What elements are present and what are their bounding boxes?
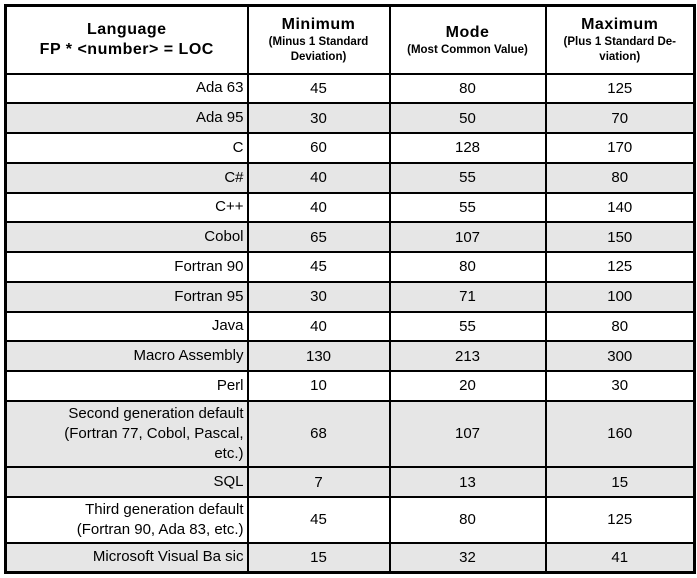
language-cell: Java: [4, 310, 249, 343]
mode-cell: 107: [388, 399, 547, 469]
language-header-title: Language: [86, 20, 167, 38]
maximum-cell: 15: [544, 466, 696, 498]
table-row: Cobol 65 107 150: [4, 221, 696, 253]
maximum-cell: 170: [544, 132, 696, 164]
maximum-cell: 30: [544, 370, 696, 402]
language-cell: Perl: [4, 370, 249, 402]
table-row: Ada 63 45 80 125: [4, 72, 696, 105]
maximum-cell: 41: [544, 541, 696, 574]
table-row: C# 40 55 80: [4, 161, 696, 194]
table-row: SQL 7 13 15: [4, 466, 696, 498]
maximum-cell: 140: [544, 191, 696, 224]
table-row: Third generation default (Fortran 90, Ad…: [4, 495, 696, 544]
table-row: Microsoft Visual Ba sic 15 32 41: [4, 541, 696, 574]
maximum-cell: 80: [544, 161, 696, 194]
table-row: Fortran 95 30 71 100: [4, 280, 696, 313]
table-row: C 60 128 170: [4, 132, 696, 164]
mode-cell: 80: [388, 495, 547, 544]
language-cell: Second generation default (Fortran 77, C…: [4, 399, 249, 469]
mode-column-header: Mode (Most Common Value): [388, 4, 547, 75]
mode-cell: 50: [388, 102, 547, 134]
table-row: Macro Assembly 130 213 300: [4, 340, 696, 372]
mode-header-title: Mode: [445, 23, 490, 41]
mode-cell: 80: [388, 251, 547, 283]
minimum-cell: 45: [246, 495, 391, 544]
language-cell: Fortran 90: [4, 251, 249, 283]
minimum-header-subtitle: (Minus 1 Standard Deviation): [268, 36, 369, 63]
language-cell: Macro Assembly: [4, 340, 249, 372]
language-cell: C: [4, 132, 249, 164]
maximum-cell: 80: [544, 310, 696, 343]
table-row: Java 40 55 80: [4, 310, 696, 343]
language-header-formula: FP * <number> = LOC: [39, 40, 214, 58]
mode-cell: 55: [388, 310, 547, 343]
language-cell: C#: [4, 161, 249, 194]
maximum-cell: 100: [544, 280, 696, 313]
mode-cell: 13: [388, 466, 547, 498]
minimum-cell: 10: [246, 370, 391, 402]
table-row: Fortran 90 45 80 125: [4, 251, 696, 283]
language-cell: Third generation default (Fortran 90, Ad…: [4, 495, 249, 544]
language-cell: Microsoft Visual Ba sic: [4, 541, 249, 574]
mode-cell: 20: [388, 370, 547, 402]
maximum-cell: 125: [544, 495, 696, 544]
minimum-cell: 68: [246, 399, 391, 469]
minimum-cell: 45: [246, 251, 391, 283]
minimum-cell: 15: [246, 541, 391, 574]
mode-cell: 55: [388, 161, 547, 194]
mode-header-subtitle: (Most Common Value): [407, 43, 528, 56]
language-cell: C++: [4, 191, 249, 224]
minimum-cell: 60: [246, 132, 391, 164]
maximum-column-header: Maximum (Plus 1 Standard De- viation): [544, 4, 696, 75]
mode-cell: 55: [388, 191, 547, 224]
minimum-cell: 40: [246, 161, 391, 194]
maximum-cell: 160: [544, 399, 696, 469]
minimum-cell: 40: [246, 191, 391, 224]
mode-cell: 213: [388, 340, 547, 372]
maximum-header-subtitle: (Plus 1 Standard De- viation): [563, 36, 676, 63]
minimum-column-header: Minimum (Minus 1 Standard Deviation): [246, 4, 391, 75]
mode-cell: 128: [388, 132, 547, 164]
minimum-cell: 40: [246, 310, 391, 343]
mode-cell: 32: [388, 541, 547, 574]
table-row: Perl 10 20 30: [4, 370, 696, 402]
language-cell: Fortran 95: [4, 280, 249, 313]
minimum-cell: 30: [246, 280, 391, 313]
minimum-header-title: Minimum: [281, 16, 356, 34]
maximum-cell: 125: [544, 72, 696, 105]
header-row: Language FP * <number> = LOC Minimum (Mi…: [4, 4, 696, 75]
language-cell: Cobol: [4, 221, 249, 253]
maximum-cell: 300: [544, 340, 696, 372]
maximum-cell: 70: [544, 102, 696, 134]
maximum-header-title: Maximum: [581, 16, 659, 34]
language-cell: Ada 95: [4, 102, 249, 134]
table-row: C++ 40 55 140: [4, 191, 696, 224]
maximum-cell: 125: [544, 251, 696, 283]
minimum-cell: 7: [246, 466, 391, 498]
mode-cell: 107: [388, 221, 547, 253]
maximum-cell: 150: [544, 221, 696, 253]
mode-cell: 80: [388, 72, 547, 105]
minimum-cell: 45: [246, 72, 391, 105]
minimum-cell: 130: [246, 340, 391, 372]
mode-cell: 71: [388, 280, 547, 313]
table-row: Second generation default (Fortran 77, C…: [4, 399, 696, 469]
minimum-cell: 30: [246, 102, 391, 134]
fp-loc-conversion-table: Language FP * <number> = LOC Minimum (Mi…: [4, 4, 696, 574]
language-cell: Ada 63: [4, 72, 249, 105]
language-column-header: Language FP * <number> = LOC: [4, 4, 249, 75]
table-row: Ada 95 30 50 70: [4, 102, 696, 134]
minimum-cell: 65: [246, 221, 391, 253]
language-cell: SQL: [4, 466, 249, 498]
